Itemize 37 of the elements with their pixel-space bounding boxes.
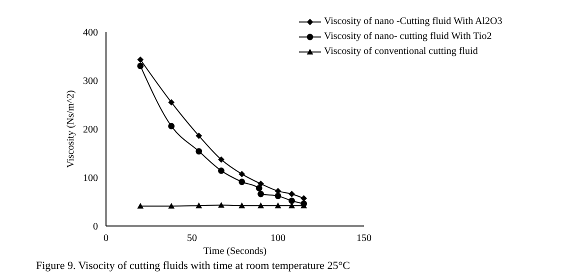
point — [274, 192, 282, 200]
point — [238, 202, 246, 208]
point — [168, 202, 175, 209]
y-tick-label: 0 — [93, 222, 98, 233]
point — [218, 168, 224, 174]
point — [196, 132, 202, 139]
x-tick-label: 50 — [187, 233, 197, 244]
point — [256, 184, 262, 192]
legend-label: Viscosity of nano -Cutting fluid With Al2O3 — [324, 16, 502, 27]
point — [238, 178, 246, 186]
y-axis-title: Viscosity (Ns/m^2) — [66, 90, 77, 168]
legend-label: Viscosity of nano- cutting fluid With Tio2 — [324, 31, 492, 42]
y-tick-label: 400 — [83, 28, 98, 39]
y-tick-label: 200 — [83, 124, 98, 136]
point — [137, 202, 144, 209]
point — [137, 56, 144, 63]
y-tick-label: 100 — [83, 173, 98, 184]
x-tick-label: 0 — [104, 233, 108, 244]
point — [137, 62, 144, 70]
point — [274, 202, 282, 208]
point — [218, 202, 224, 208]
point — [258, 202, 264, 208]
point — [196, 148, 202, 155]
legend-label: Viscosity of conventional cutting fluid — [324, 46, 478, 57]
point — [218, 156, 224, 163]
x-tick-label: 150 — [356, 233, 372, 244]
y-tick-label: 300 — [83, 76, 98, 88]
point — [258, 190, 264, 198]
point — [288, 198, 295, 204]
point — [196, 202, 202, 208]
point — [300, 195, 307, 202]
point — [238, 170, 246, 178]
point — [168, 99, 175, 106]
x-axis-title: Time (Seconds) — [203, 246, 267, 257]
x-tick-label: 100 — [270, 233, 286, 244]
point — [168, 122, 175, 130]
caption: Figure 9. Visocity of cutting fluids with time at room temperature 25°C — [36, 260, 351, 272]
